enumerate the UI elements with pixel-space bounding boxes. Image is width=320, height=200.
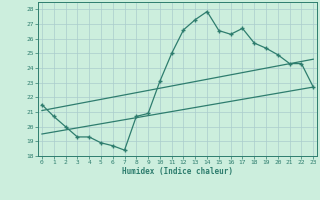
X-axis label: Humidex (Indice chaleur): Humidex (Indice chaleur)	[122, 167, 233, 176]
